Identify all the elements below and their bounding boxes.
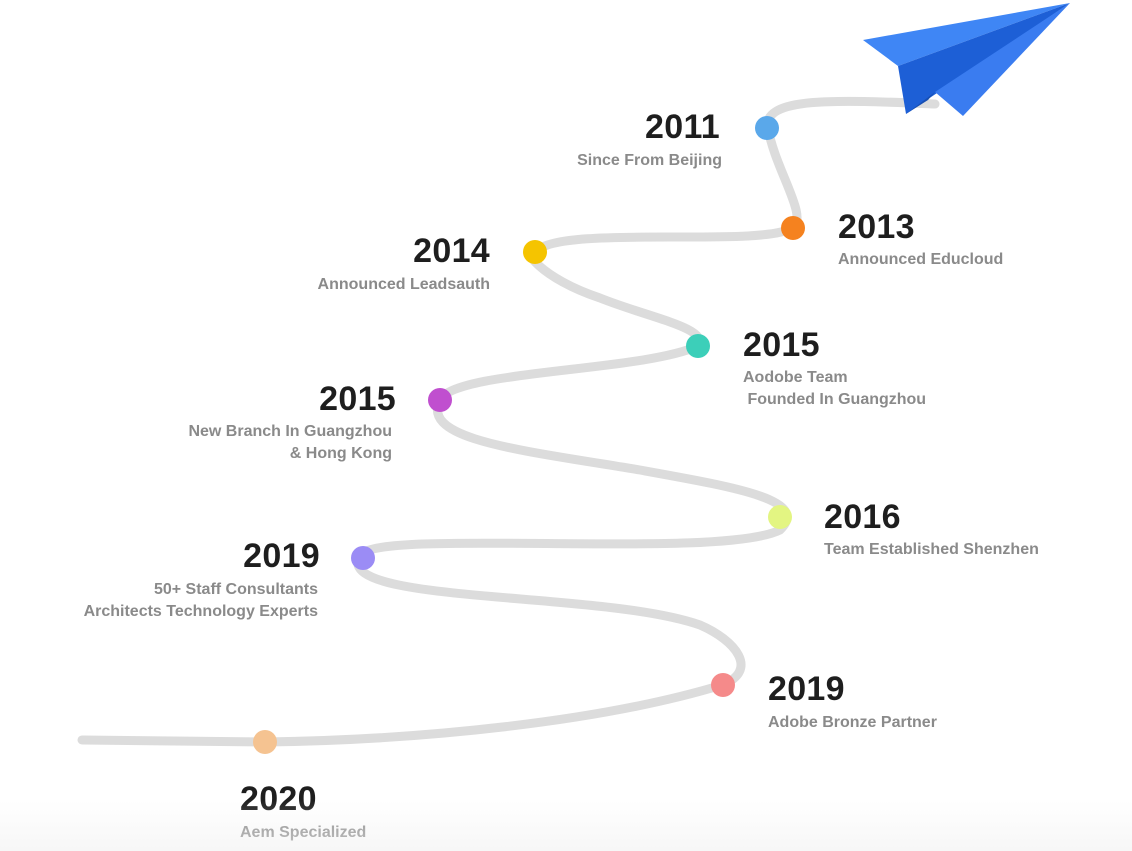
- milestone-dot-2015-guangzhou-team: [686, 334, 710, 358]
- milestone-dot-2020: [253, 730, 277, 754]
- milestone-year-2014: 2014: [413, 232, 490, 270]
- milestone-year-2015-team: 2015: [743, 326, 820, 364]
- milestone-year-2015-branch: 2015: [319, 380, 396, 418]
- milestone-desc-2014: Announced Leadsauth: [317, 276, 490, 293]
- milestone-desc-2020: Aem Specialized: [240, 824, 367, 841]
- milestone-year-2013: 2013: [838, 208, 915, 246]
- milestone-desc-2015-team: Aodobe Team Founded In Guangzhou: [743, 369, 927, 408]
- timeline-path: [77, 96, 940, 747]
- milestone-dot-2019-staff: [351, 546, 375, 570]
- milestone-year-2016: 2016: [824, 498, 901, 536]
- milestone-desc-2013: Announced Educloud: [838, 251, 1004, 268]
- paper-plane-icon: [863, 3, 1070, 116]
- milestone-year-2019-staff: 2019: [243, 537, 320, 575]
- milestone-dot-2016: [768, 505, 792, 529]
- milestone-dot-2014: [523, 240, 547, 264]
- milestone-year-2011: 2011: [645, 108, 720, 146]
- milestone-desc-2019-staff: 50+ Staff Consultants Architects Technol…: [83, 581, 318, 620]
- milestone-year-2020: 2020: [240, 780, 317, 818]
- milestone-dot-2011: [755, 116, 779, 140]
- milestone-dot-2015-branch: [428, 388, 452, 412]
- milestone-year-2019-partner: 2019: [768, 670, 845, 708]
- milestone-desc-2019-partner: Adobe Bronze Partner: [768, 714, 937, 731]
- milestone-desc-2016: Team Established Shenzhen: [824, 541, 1039, 558]
- milestone-dot-2019-partner: [711, 673, 735, 697]
- milestone-dot-2013: [781, 216, 805, 240]
- milestone-desc-2011: Since From Beijing: [577, 152, 722, 169]
- milestone-desc-2015-branch: New Branch In Guangzhou & Hong Kong: [188, 423, 392, 462]
